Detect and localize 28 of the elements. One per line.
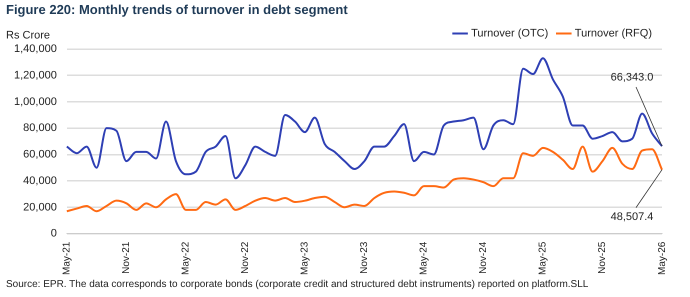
x-tick-label: Nov-23 — [359, 241, 370, 274]
y-tick-label: 1,20,000 — [14, 69, 57, 82]
line-series — [66, 57, 663, 180]
y-tick-label: 1,40,000 — [14, 43, 57, 56]
source-note: Source: EPR. The data corresponds to corporate bonds (corporate credit and structured debt instruments) reported on platform.SLL — [6, 279, 588, 290]
chart-title: Figure 220: Monthly trends of turnover in debt segment — [6, 2, 348, 17]
x-tick-label: Nov-21 — [121, 241, 132, 274]
x-tick-label: Nov-24 — [478, 241, 490, 274]
y-tick-label: 40,000 — [23, 174, 57, 187]
x-tick-label: May-25 — [538, 241, 549, 276]
x-tick-label: May-22 — [180, 241, 192, 276]
y-tick-label: 20,000 — [23, 201, 57, 214]
x-tick-label: May-23 — [300, 241, 311, 276]
y-tick-label: 60,000 — [23, 148, 57, 161]
annotation: 48,507.4 — [610, 211, 654, 224]
x-tick-label: Nov-22 — [240, 241, 252, 274]
x-tick-label: May-21 — [62, 241, 73, 276]
y-tick-label: 1,00,000 — [14, 96, 57, 108]
line-series — [66, 146, 663, 212]
x-tick-label: Nov-25 — [597, 241, 608, 274]
y-tick-label: 80,000 — [23, 122, 57, 134]
annotation: 66,343.0 — [610, 72, 654, 84]
y-axis-title: Rs Crore — [6, 30, 50, 42]
y-tick-label: 0 — [50, 228, 57, 240]
legend-label: Turnover (OTC) — [471, 28, 548, 40]
legend-label: Turnover (RFQ) — [574, 28, 652, 40]
x-tick-label: May-26 — [656, 241, 668, 276]
x-tick-label: May-24 — [418, 241, 430, 276]
